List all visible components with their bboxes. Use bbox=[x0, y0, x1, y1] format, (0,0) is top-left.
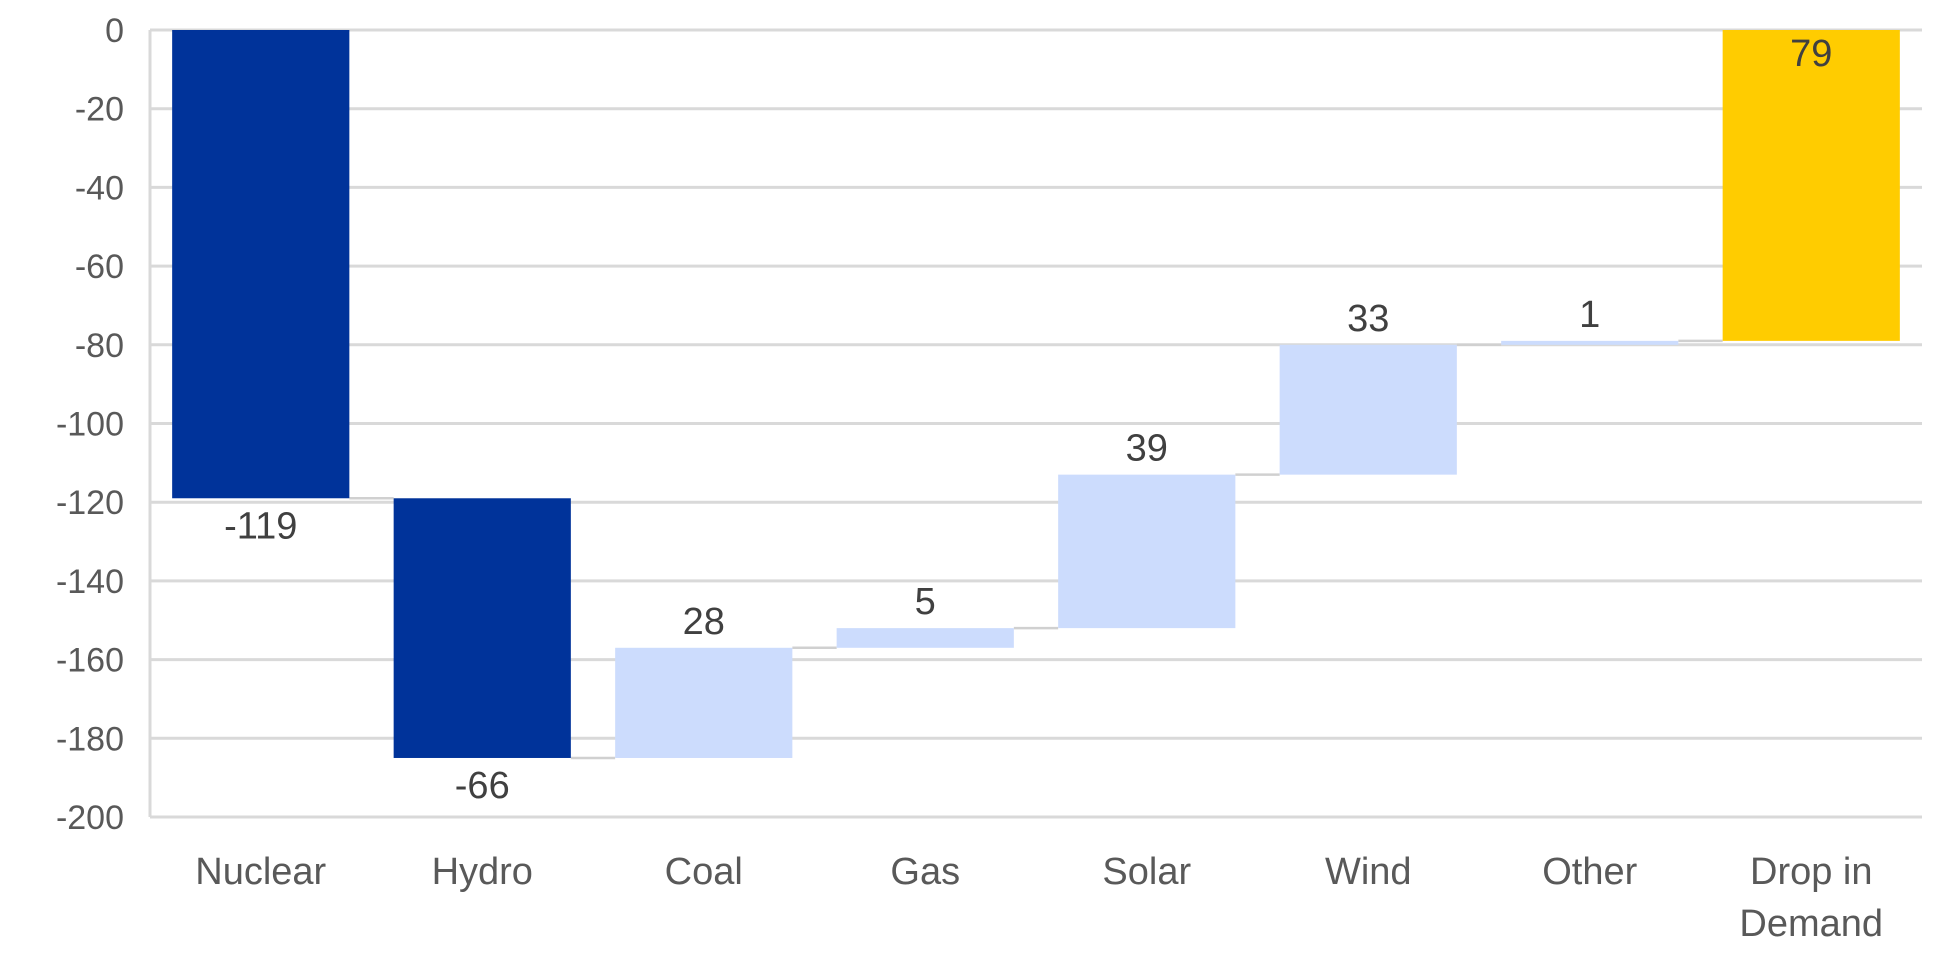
bar-wind bbox=[1279, 344, 1457, 475]
data-label: -66 bbox=[455, 765, 510, 807]
x-category-label: Gas bbox=[890, 851, 960, 893]
x-category-label: Other bbox=[1542, 851, 1637, 893]
data-label: 39 bbox=[1126, 428, 1168, 470]
y-axis-tick-labels: 0 -20 -40 -60 -80 -100 -120 -140 -160 -180 -200 bbox=[56, 12, 124, 837]
y-tick-label: -80 bbox=[75, 327, 124, 365]
data-label: 1 bbox=[1579, 294, 1600, 336]
y-tick-label: -120 bbox=[56, 484, 124, 522]
data-label: 28 bbox=[683, 601, 725, 643]
y-tick-label: -60 bbox=[75, 248, 124, 286]
y-tick-label: -40 bbox=[75, 169, 124, 207]
data-label: 33 bbox=[1347, 298, 1389, 340]
gridlines bbox=[148, 28, 1922, 819]
data-labels: -119 -66 28 5 39 33 1 79 bbox=[224, 33, 1832, 807]
x-category-label: Hydro bbox=[432, 851, 533, 893]
y-tick-label: -100 bbox=[56, 406, 124, 444]
x-category-label: Coal bbox=[665, 851, 743, 893]
y-tick-label: -180 bbox=[56, 720, 124, 758]
data-label: 79 bbox=[1790, 33, 1832, 75]
data-label: 5 bbox=[915, 581, 936, 623]
x-axis-category-labels: Nuclear Hydro Coal Gas Solar Wind Other Drop in… bbox=[195, 851, 1883, 945]
x-category-label: Wind bbox=[1325, 851, 1412, 893]
bar-nuclear bbox=[172, 30, 350, 499]
bar-hydro bbox=[393, 498, 571, 758]
y-tick-label: -200 bbox=[56, 799, 124, 837]
x-category-label: Nuclear bbox=[195, 851, 326, 893]
y-tick-label: -160 bbox=[56, 642, 124, 680]
y-tick-label: -20 bbox=[75, 91, 124, 129]
data-label: -119 bbox=[224, 505, 297, 547]
y-tick-label: -140 bbox=[56, 563, 124, 601]
bar-gas bbox=[836, 628, 1014, 648]
bar-connectors bbox=[349, 339, 1723, 760]
x-category-label: Solar bbox=[1102, 851, 1191, 893]
bar-other bbox=[1501, 340, 1679, 345]
x-category-label: Drop in Demand bbox=[1739, 851, 1883, 945]
y-tick-label: 0 bbox=[105, 12, 124, 50]
bar-coal bbox=[615, 647, 793, 758]
bar-solar bbox=[1058, 474, 1236, 629]
bar-drop-in-demand bbox=[1722, 30, 1900, 341]
bars bbox=[172, 30, 1900, 758]
